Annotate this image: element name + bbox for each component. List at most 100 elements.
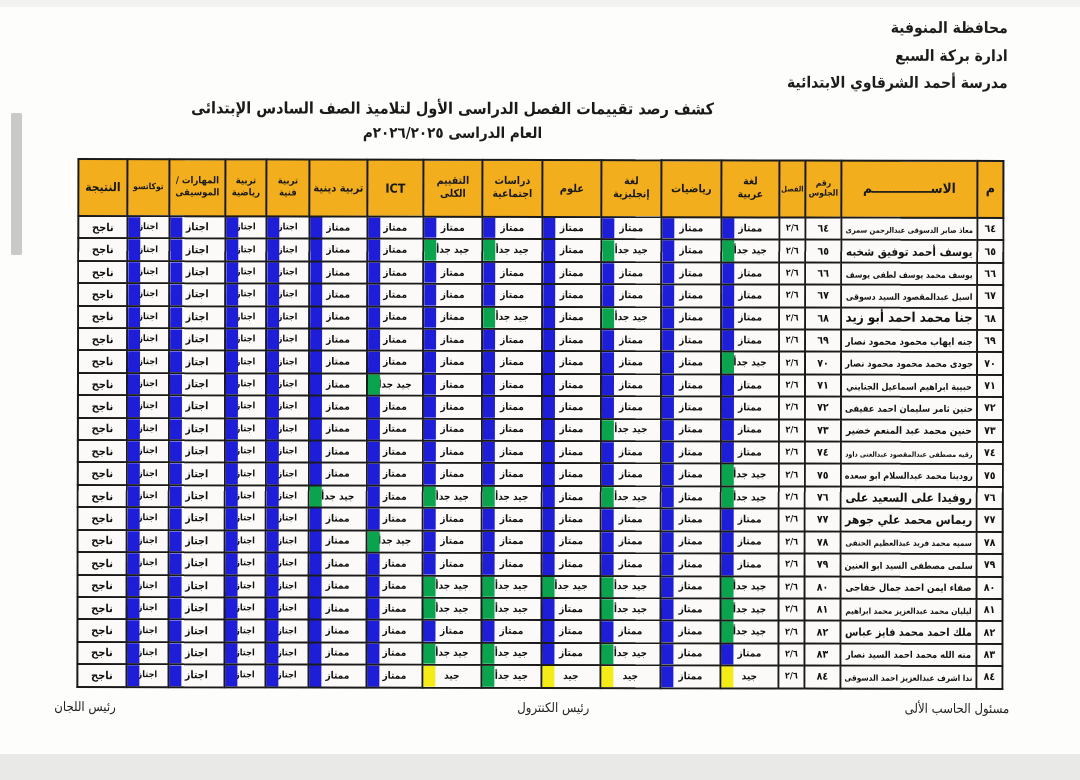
subject-grade-cell-text: جيد جدأ <box>495 245 529 257</box>
grade-color-bar <box>368 307 381 328</box>
activity-grade-cell: اجتاز <box>224 440 266 463</box>
student-name-cell-text: جنا محمد احمد أبو زيد <box>845 310 973 327</box>
serial-cell: ٧٦ <box>976 486 1003 510</box>
activity-grade-cell: اجتاز <box>126 619 169 642</box>
subject-grade-cell-text: جيد جدأ <box>733 491 767 504</box>
activity-grade-cell-text: اجتاز <box>277 536 297 547</box>
subject-grade-cell-text: ممتاز <box>440 222 465 234</box>
subject-grade-cell: ممتاز <box>308 530 367 553</box>
subject-grade-cell-text: ممتاز <box>325 558 350 570</box>
grade-color-bar <box>309 643 322 664</box>
activity-grade-cell-text: اجتاز <box>277 312 298 323</box>
grade-color-bar <box>309 374 323 395</box>
class-cell: ٢/٦ <box>779 329 806 352</box>
grade-color-bar <box>127 642 140 664</box>
subject-grade-cell-text: ممتاز <box>382 424 407 436</box>
subject-grade-cell-text: ممتاز <box>440 536 465 548</box>
signature-row: مسئول الحاسب الألى رئيس الكنترول رئيس ال… <box>0 700 1079 717</box>
grade-color-bar <box>482 486 495 508</box>
activity-grade-cell: اجتاز <box>126 395 169 418</box>
grade-color-bar <box>267 284 280 306</box>
subject-grade-cell-text: ممتاز <box>440 424 465 436</box>
activity-grade-cell: اجتاز <box>265 395 309 419</box>
subject-grade-cell: ممتاز <box>309 350 368 374</box>
subject-grade-cell: ممتاز <box>661 284 722 308</box>
subject-grade-cell: ممتاز <box>481 463 542 486</box>
activity-grade-cell-text: اجتاز <box>137 536 158 547</box>
subject-grade-cell-text: ممتاز <box>499 469 524 481</box>
serial-cell-text: ٧٨ <box>983 536 996 549</box>
subject-grade-cell: ممتاز <box>423 283 483 307</box>
serial-cell-text: ٧٣ <box>984 424 996 437</box>
grade-color-bar <box>309 531 322 552</box>
result-cell-text: ناجح <box>91 534 114 548</box>
grade-color-bar <box>169 620 182 641</box>
activity-grade-cell-text: اجتاز <box>185 624 208 637</box>
grade-color-bar <box>482 576 495 597</box>
grade-color-bar <box>225 620 238 642</box>
result-cell-text: ناجح <box>91 556 113 570</box>
subject-grade-cell: ممتاز <box>482 328 543 352</box>
grade-color-bar <box>128 351 141 373</box>
subject-grade-cell: ممتاز <box>660 463 721 487</box>
administration-line: ادارة بركة السبع <box>895 46 1008 65</box>
result-cell-text: ناجح <box>91 400 114 414</box>
grade-color-bar <box>542 666 555 687</box>
grade-color-bar <box>424 307 437 328</box>
subject-grade-cell-text: ممتاز <box>500 222 525 234</box>
subject-grade-cell-text: ممتاز <box>678 626 703 638</box>
subject-grade-cell: جيد جدأ <box>481 485 542 509</box>
subject-grade-cell-text: ممتاز <box>382 468 407 480</box>
subject-grade-cell: ممتاز <box>367 261 424 284</box>
grade-color-bar <box>225 665 238 686</box>
subject-grade-cell: ممتاز <box>660 598 721 621</box>
seat-number-cell: ٧٢ <box>804 396 841 420</box>
subject-grade-cell-text: ممتاز <box>618 558 643 571</box>
sheet-title-main: كشف رصد تقييمات الفصل الدراسى الأول لتلا… <box>191 98 715 119</box>
subject-grade-cell-text: ممتاز <box>678 603 703 615</box>
subject-grade-cell-text: ممتاز <box>679 379 703 391</box>
student-row-٦٦: ٦٦ يوسف محمد يوسف لطفى يوسف ٦٦ ٢/٦ ممتاز ممتا… <box>78 260 1004 286</box>
result-cell-text: ناجح <box>91 579 113 593</box>
grade-color-bar <box>226 239 239 261</box>
student-row-٧٠: ٧٠ جودى محمد محمود محمود نصار ٧٠ ٢/٦ جيد جدأ… <box>78 350 1004 375</box>
activity-grade-cell-text: اجتاز <box>138 267 159 278</box>
activity-grade-cell: اجتاز <box>169 261 226 284</box>
grade-color-bar <box>310 307 323 328</box>
grade-color-bar <box>266 419 279 440</box>
grade-color-bar <box>170 262 183 283</box>
activity-grade-cell-text: اجتاز <box>137 625 158 636</box>
subject-grade-cell-text: ممتاز <box>440 267 465 279</box>
subject-grade-cell: جيد جدأ <box>720 620 779 644</box>
subject-grade-cell: ممتاز <box>660 486 721 509</box>
grade-color-bar <box>423 531 436 552</box>
grade-color-bar <box>543 285 556 306</box>
grade-color-bar <box>310 217 323 238</box>
subject-grade-cell-text: ممتاز <box>738 223 763 235</box>
subject-grade-cell: ممتاز <box>661 217 722 240</box>
subject-grade-cell-text: ممتاز <box>382 491 407 503</box>
grade-color-bar <box>542 509 555 530</box>
subject-grade-cell: ممتاز <box>542 329 602 352</box>
subject-grade-cell: ممتاز <box>366 575 423 598</box>
grade-color-bar <box>225 575 238 597</box>
class-cell: ٢/٦ <box>779 284 806 308</box>
subject-grade-cell-text: ممتاز <box>679 267 704 279</box>
grade-color-bar <box>662 240 675 262</box>
subject-grade-cell: ممتاز <box>367 351 424 374</box>
class-cell-text: ٢/٦ <box>785 358 799 369</box>
subject-grade-cell: ممتاز <box>660 396 721 420</box>
activity-grade-cell-text: اجتاز <box>137 468 158 479</box>
subject-grade-cell: ممتاز <box>366 418 423 441</box>
student-name-cell-text: ندا اشرف عبدالعزيز احمد الدسوقى <box>844 672 973 683</box>
grade-color-bar <box>309 463 322 485</box>
scrollbar-thumb[interactable] <box>11 113 22 255</box>
subject-grade-cell: جيد جدأ <box>541 575 601 599</box>
class-cell: ٢/٦ <box>778 665 805 689</box>
subject-grade-cell-text: ممتاز <box>326 311 351 323</box>
student-name-cell-text: سلمى مصطفى السيد ابو العنين <box>844 561 973 572</box>
serial-cell: ٧٢ <box>976 397 1003 420</box>
subject-grade-cell: ممتاز <box>721 217 780 240</box>
subject-grade-cell: جيد جدأ <box>481 597 542 621</box>
activity-grade-cell-text: اجتاز <box>138 244 159 255</box>
